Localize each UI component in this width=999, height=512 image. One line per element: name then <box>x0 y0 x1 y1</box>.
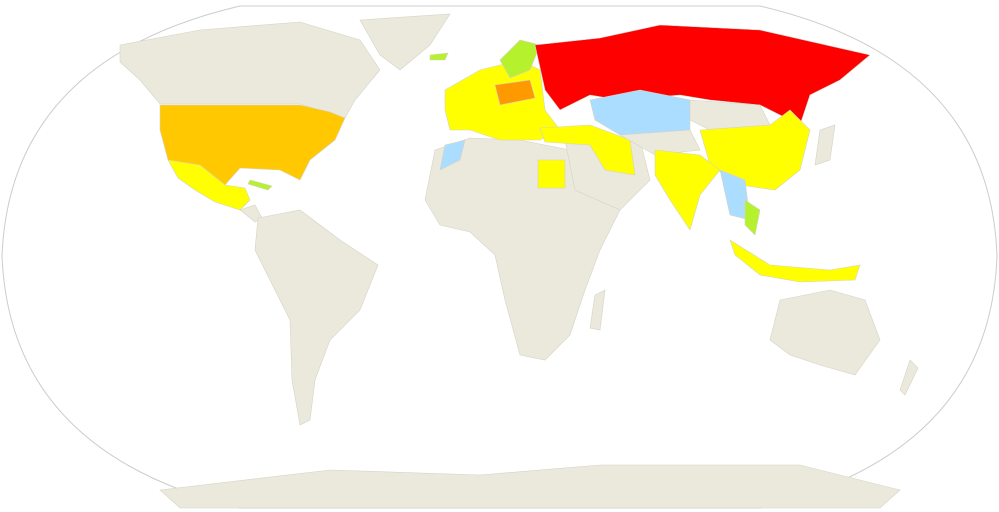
country-morocco[interactable] <box>439 139 466 171</box>
region-central-asia[interactable] <box>618 129 701 156</box>
country-iran-turkey[interactable] <box>539 124 636 176</box>
country-indonesia[interactable] <box>729 239 861 283</box>
country-china[interactable] <box>699 109 811 191</box>
country-new-zealand[interactable] <box>899 359 919 396</box>
country-egypt[interactable] <box>537 159 566 189</box>
continent-south-america[interactable] <box>254 209 379 426</box>
country-scandinavia[interactable] <box>499 39 541 79</box>
continent-africa[interactable] <box>424 137 621 361</box>
country-germany-poland[interactable] <box>494 79 536 106</box>
country-russia[interactable] <box>534 24 871 126</box>
continent-antarctica[interactable] <box>159 464 901 509</box>
country-india[interactable] <box>654 149 721 231</box>
country-mexico[interactable] <box>167 159 251 211</box>
country-iceland[interactable] <box>429 52 449 61</box>
country-australia[interactable] <box>769 289 881 376</box>
country-vietnam[interactable] <box>744 199 761 236</box>
country-japan[interactable] <box>814 124 836 166</box>
country-canada-alaska[interactable] <box>119 21 381 119</box>
countries <box>119 13 919 509</box>
country-greenland[interactable] <box>359 13 451 71</box>
country-madagascar[interactable] <box>589 289 606 331</box>
country-cuba[interactable] <box>247 179 273 191</box>
